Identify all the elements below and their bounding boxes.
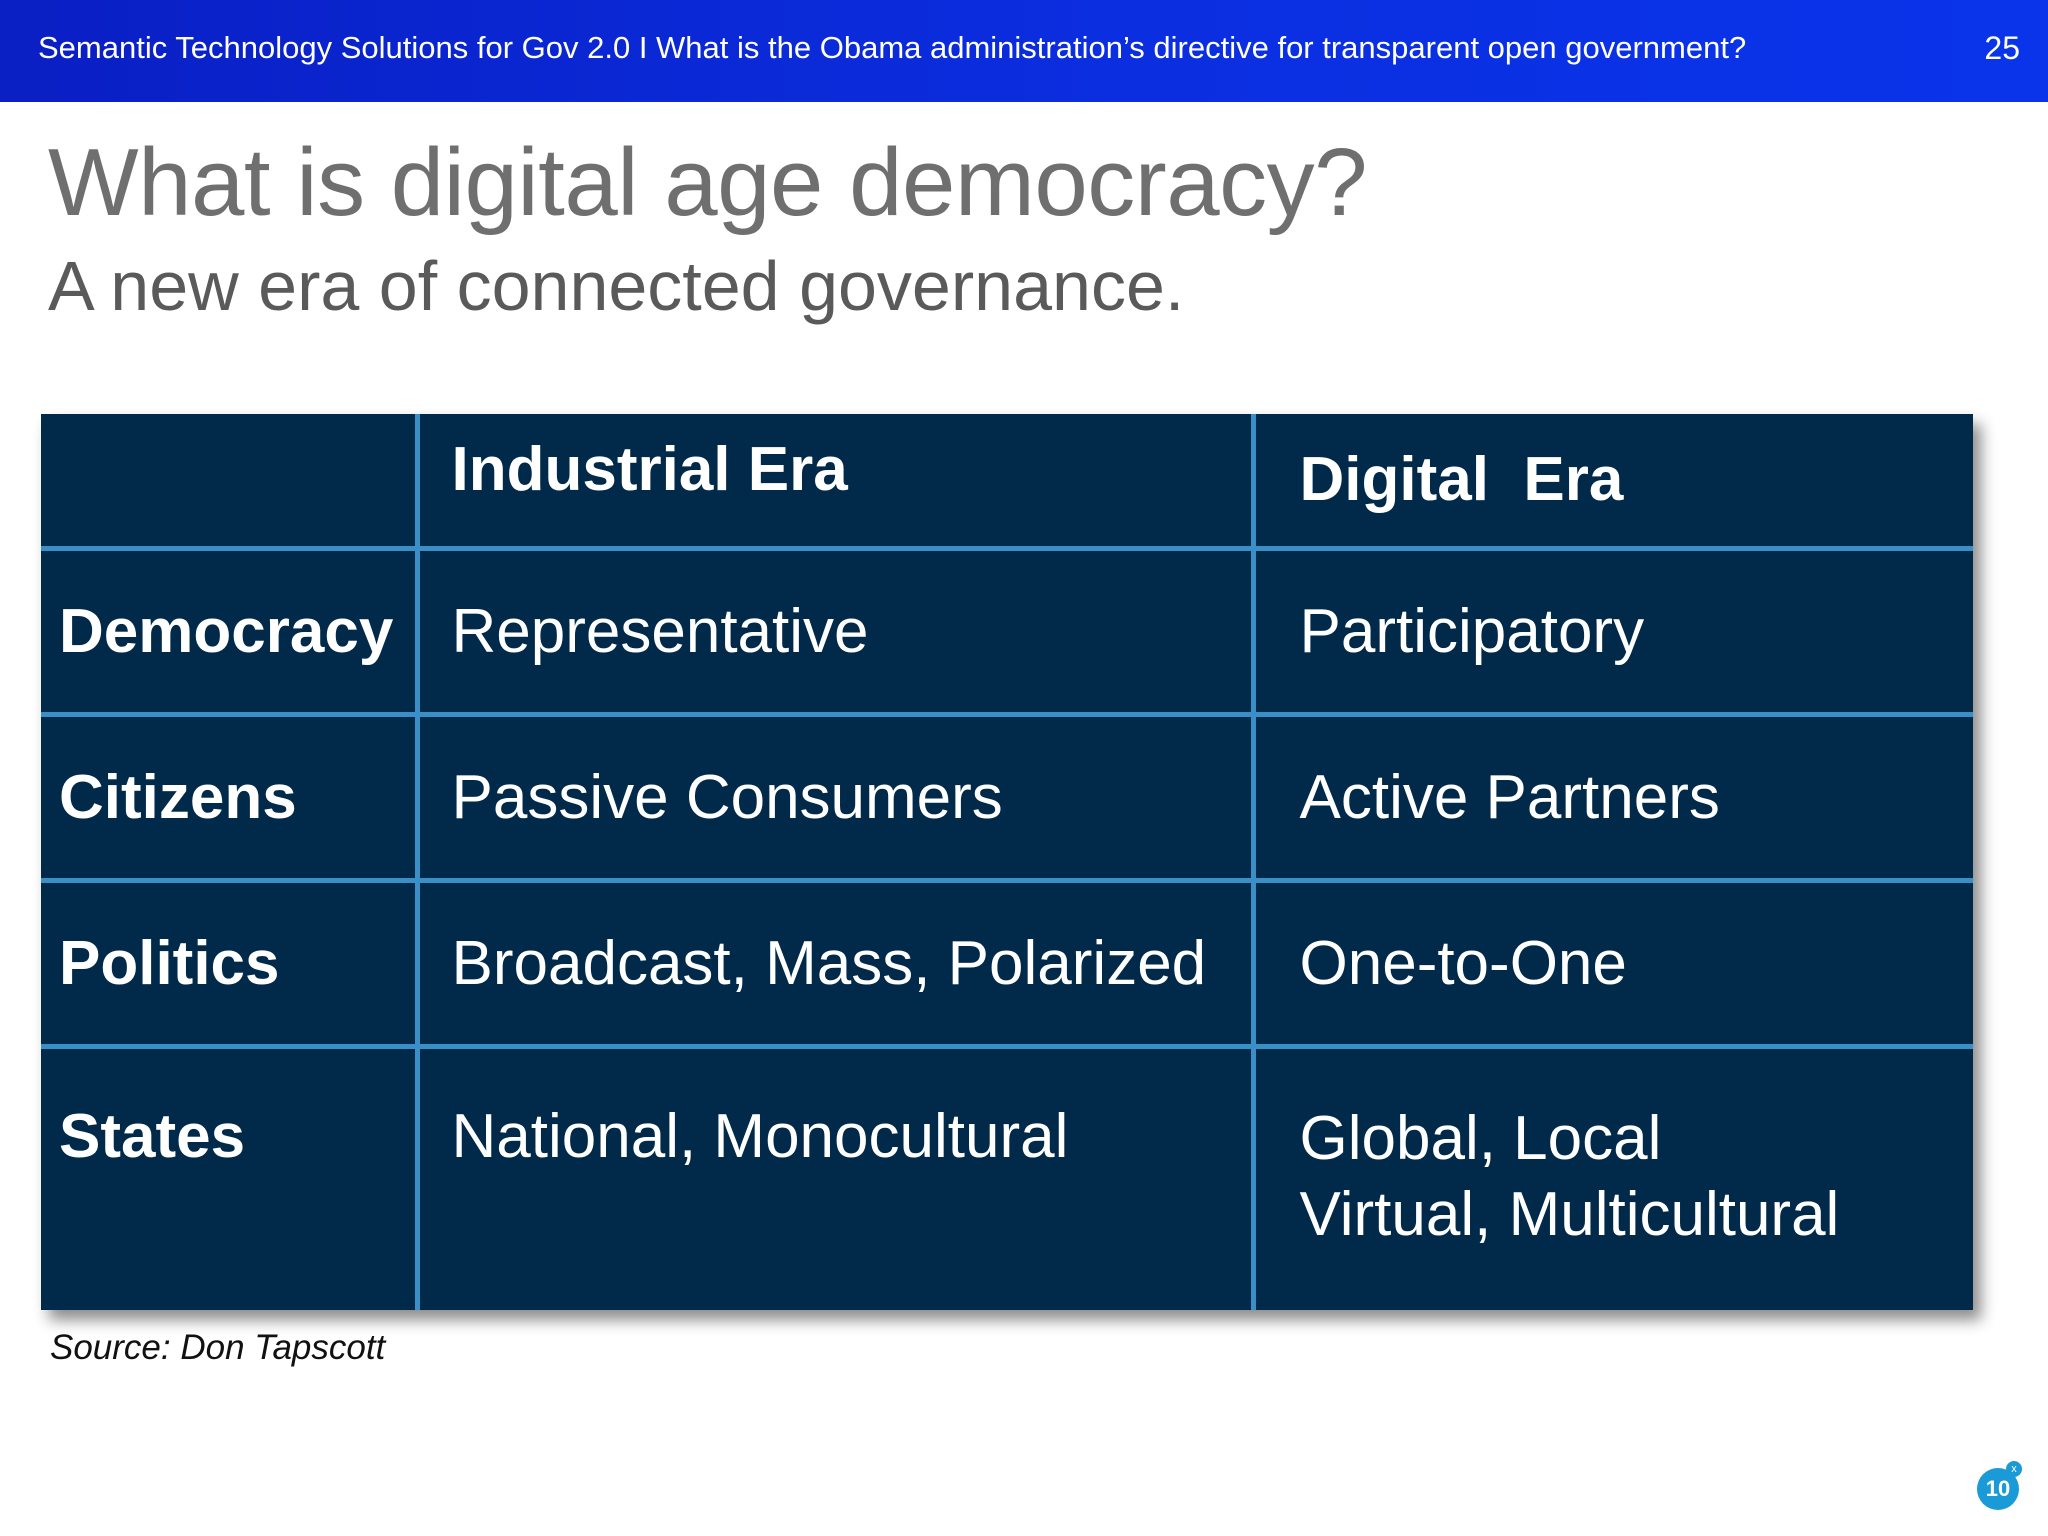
- header-title: Semantic Technology Solutions for Gov 2.…: [38, 30, 1747, 65]
- cell-digital: Active Partners: [1250, 711, 1973, 883]
- cell-digital-line: Global, Local: [1299, 1103, 1662, 1173]
- cell-digital: Global, Local Virtual, Multicultural: [1250, 1043, 1973, 1310]
- column-header-digital-era: Digital Era: [1250, 414, 1973, 551]
- row-label-democracy: Democracy: [41, 545, 420, 717]
- row-label-citizens: Citizens: [41, 711, 420, 883]
- header-bar: Semantic Technology Solutions for Gov 2.…: [0, 0, 2048, 102]
- table-header-row: Industrial Era Digital Era: [41, 414, 1973, 551]
- cell-industrial: Passive Consumers: [414, 711, 1256, 883]
- header-empty-cell: [41, 414, 420, 551]
- cell-industrial: Representative: [414, 545, 1256, 717]
- table-row: States National, Monocultural Global, Lo…: [41, 1043, 1973, 1310]
- cell-digital: Participatory: [1250, 545, 1973, 717]
- slide-title: What is digital age democracy?: [48, 129, 1367, 236]
- close-icon[interactable]: x: [2006, 1461, 2022, 1477]
- table-row: Citizens Passive Consumers Active Partne…: [41, 711, 1973, 883]
- row-label-politics: Politics: [41, 877, 420, 1049]
- column-header-industrial-era: Industrial Era: [414, 414, 1256, 551]
- row-label-states: States: [41, 1043, 420, 1310]
- cell-industrial: Broadcast, Mass, Polarized: [414, 877, 1256, 1049]
- cell-industrial: National, Monocultural: [414, 1043, 1256, 1310]
- table-row: Democracy Representative Participatory: [41, 545, 1973, 717]
- source-citation: Source: Don Tapscott: [50, 1328, 386, 1367]
- comparison-table: Industrial Era Digital Era Democracy Rep…: [41, 414, 1973, 1310]
- cell-digital: One-to-One: [1250, 877, 1973, 1049]
- slide-subtitle: A new era of connected governance.: [48, 247, 1185, 325]
- cell-digital-line: Virtual, Multicultural: [1299, 1179, 1840, 1249]
- table-row: Politics Broadcast, Mass, Polarized One-…: [41, 877, 1973, 1049]
- page-number: 25: [1984, 30, 2020, 66]
